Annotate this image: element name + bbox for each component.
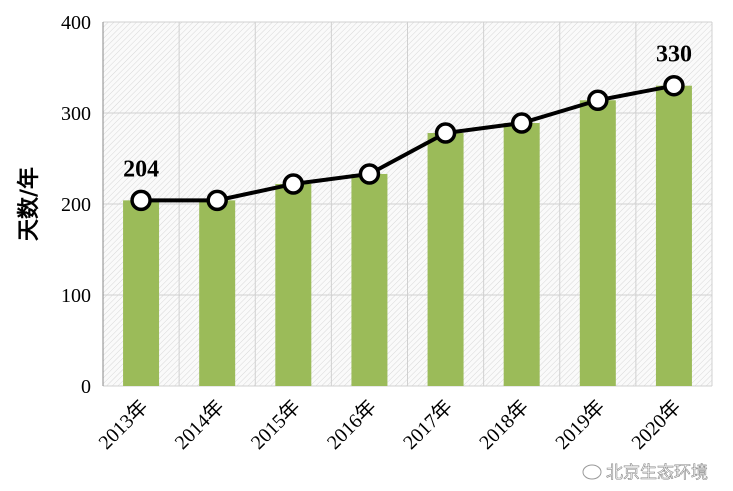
x-tick-label: 2013年 (94, 395, 153, 454)
x-tick-label: 2020年 (627, 395, 686, 454)
x-tick-label: 2015年 (246, 395, 305, 454)
bar (275, 183, 312, 386)
data-point (587, 89, 609, 112)
data-point (510, 112, 533, 134)
y-tick-label: 100 (61, 285, 91, 307)
y-tick-label: 200 (61, 194, 91, 216)
x-tick-label: 2016年 (322, 395, 381, 454)
y-axis-label: 天数/年 (16, 167, 42, 241)
data-point (206, 189, 228, 212)
bar (199, 200, 236, 386)
watermark: 北京生态环境 (582, 463, 708, 483)
x-tick-label: 2019年 (551, 395, 610, 454)
svg-text:北京生态环境: 北京生态环境 (606, 463, 708, 483)
data-label: 330 (656, 42, 692, 68)
data-point (663, 74, 685, 97)
x-tick-label: 2017年 (398, 395, 457, 454)
bar (427, 133, 464, 386)
data-point (282, 173, 305, 195)
x-tick-label: 2014年 (170, 395, 229, 454)
bar (123, 200, 160, 386)
bar (579, 100, 616, 386)
series-line (141, 83, 675, 203)
data-label: 204 (123, 156, 159, 182)
data-point (130, 189, 152, 212)
y-tick-label: 300 (61, 103, 91, 125)
bar (503, 123, 540, 386)
bar (655, 85, 692, 386)
x-tick-label: 2018年 (475, 395, 534, 454)
y-tick-label: 400 (61, 12, 91, 34)
data-point (434, 122, 457, 144)
data-point (358, 163, 381, 185)
y-tick-label: 0 (81, 376, 91, 398)
weibo-logo-icon (582, 464, 602, 480)
bar (351, 173, 388, 386)
